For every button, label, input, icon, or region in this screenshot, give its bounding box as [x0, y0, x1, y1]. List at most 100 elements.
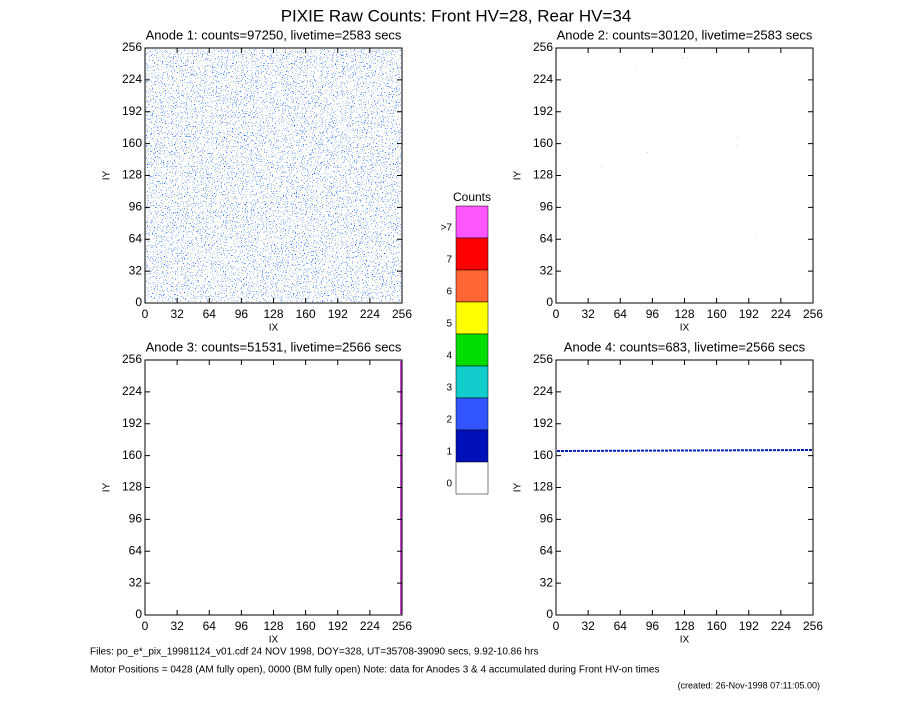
colorbar-label: 4 — [446, 351, 452, 362]
x-tick-label: 32 — [581, 307, 595, 321]
y-tick-label: 160 — [533, 136, 553, 150]
y-tick-label: 160 — [122, 136, 142, 150]
x-tick-label: 0 — [142, 307, 149, 321]
colorbar-label: >7 — [441, 223, 453, 234]
y-tick-label: 256 — [122, 40, 142, 54]
x-tick-label: 192 — [328, 307, 348, 321]
y-tick-label: 224 — [122, 384, 142, 398]
y-axis-label: IY — [513, 482, 524, 492]
y-tick-label: 0 — [546, 607, 553, 621]
y-tick-label: 160 — [122, 448, 142, 462]
x-axis-label: IX — [269, 635, 279, 646]
y-axis-label: IY — [513, 170, 524, 180]
x-tick-label: 224 — [360, 307, 380, 321]
colorbar-swatch — [455, 333, 489, 367]
x-tick-label: 128 — [674, 307, 694, 321]
colorbar-swatch — [455, 301, 489, 335]
x-tick-label: 256 — [803, 307, 823, 321]
x-tick-label: 32 — [170, 307, 184, 321]
colorbar-label: 0 — [446, 479, 452, 490]
y-tick-label: 96 — [129, 512, 143, 526]
y-tick-label: 64 — [129, 231, 143, 245]
colorbar-title: Counts — [453, 190, 491, 204]
colorbar-label: 7 — [446, 255, 452, 266]
x-tick-label: 96 — [235, 619, 249, 633]
panel-title: Anode 1: counts=97250, livetime=2583 sec… — [146, 27, 402, 42]
x-tick-label: 32 — [581, 619, 595, 633]
x-tick-label: 160 — [296, 619, 316, 633]
y-tick-label: 64 — [540, 543, 554, 557]
colorbar-swatch — [455, 205, 489, 239]
y-tick-label: 128 — [533, 168, 553, 182]
x-tick-label: 224 — [360, 619, 380, 633]
footer-line: Files: po_e*_pix_19981124_v01.cdf 24 NOV… — [90, 647, 538, 658]
x-tick-label: 224 — [771, 619, 791, 633]
x-tick-label: 128 — [263, 619, 283, 633]
x-tick-label: 128 — [674, 619, 694, 633]
x-tick-label: 160 — [707, 307, 727, 321]
y-tick-label: 32 — [540, 263, 554, 277]
x-tick-label: 64 — [203, 619, 217, 633]
y-tick-label: 224 — [533, 384, 553, 398]
x-tick-label: 192 — [739, 307, 759, 321]
y-tick-label: 0 — [546, 295, 553, 309]
y-tick-label: 96 — [540, 200, 554, 214]
panel-title: Anode 4: counts=683, livetime=2566 secs — [564, 339, 806, 354]
y-tick-label: 256 — [533, 40, 553, 54]
x-tick-label: 64 — [614, 307, 628, 321]
colorbar-label: 1 — [446, 447, 452, 458]
y-tick-label: 128 — [122, 168, 142, 182]
y-tick-label: 64 — [540, 231, 554, 245]
x-tick-label: 256 — [392, 307, 412, 321]
x-tick-label: 96 — [235, 307, 249, 321]
x-axis-label: IX — [680, 635, 690, 646]
colorbar-swatch — [455, 397, 489, 431]
y-tick-label: 192 — [533, 416, 553, 430]
y-tick-label: 192 — [122, 416, 142, 430]
y-tick-label: 224 — [533, 72, 553, 86]
y-tick-label: 0 — [135, 295, 142, 309]
colorbar-swatch — [455, 269, 489, 303]
x-axis-label: IX — [269, 323, 279, 334]
y-tick-label: 0 — [135, 607, 142, 621]
y-tick-label: 32 — [129, 263, 143, 277]
x-tick-label: 192 — [739, 619, 759, 633]
y-axis-label: IY — [102, 482, 113, 492]
y-tick-label: 32 — [129, 575, 143, 589]
footer-line: (created: 26-Nov-1998 07:11:05.00) — [678, 680, 820, 690]
y-axis-label: IY — [102, 170, 113, 180]
y-tick-label: 96 — [540, 512, 554, 526]
y-tick-label: 256 — [122, 352, 142, 366]
colorbar-label: 2 — [446, 415, 452, 426]
x-tick-label: 96 — [646, 307, 660, 321]
y-tick-label: 192 — [533, 104, 553, 118]
colorbar-swatch — [455, 429, 489, 463]
x-tick-label: 128 — [263, 307, 283, 321]
image-texture — [556, 449, 813, 452]
colorbar-label: 3 — [446, 383, 452, 394]
x-tick-label: 96 — [646, 619, 660, 633]
colorbar-label: 5 — [446, 319, 452, 330]
colorbar-label: 6 — [446, 287, 452, 298]
x-tick-label: 256 — [392, 619, 412, 633]
y-tick-label: 256 — [533, 352, 553, 366]
panel-title: Anode 2: counts=30120, livetime=2583 sec… — [557, 27, 813, 42]
x-tick-label: 64 — [203, 307, 217, 321]
x-tick-label: 0 — [142, 619, 149, 633]
y-tick-label: 192 — [122, 104, 142, 118]
x-tick-label: 160 — [707, 619, 727, 633]
image-texture — [146, 49, 401, 302]
chart-title: PIXIE Raw Counts: Front HV=28, Rear HV=3… — [281, 6, 632, 25]
colorbar-swatch — [455, 461, 489, 495]
x-tick-label: 32 — [170, 619, 184, 633]
panel-title: Anode 3: counts=51531, livetime=2566 sec… — [146, 339, 402, 354]
footer-line: Motor Positions = 0428 (AM fully open), … — [90, 665, 659, 676]
y-tick-label: 32 — [540, 575, 554, 589]
y-tick-label: 160 — [533, 448, 553, 462]
x-tick-label: 192 — [328, 619, 348, 633]
y-tick-label: 64 — [129, 543, 143, 557]
x-axis-label: IX — [680, 323, 690, 334]
x-tick-label: 224 — [771, 307, 791, 321]
y-tick-label: 96 — [129, 200, 143, 214]
